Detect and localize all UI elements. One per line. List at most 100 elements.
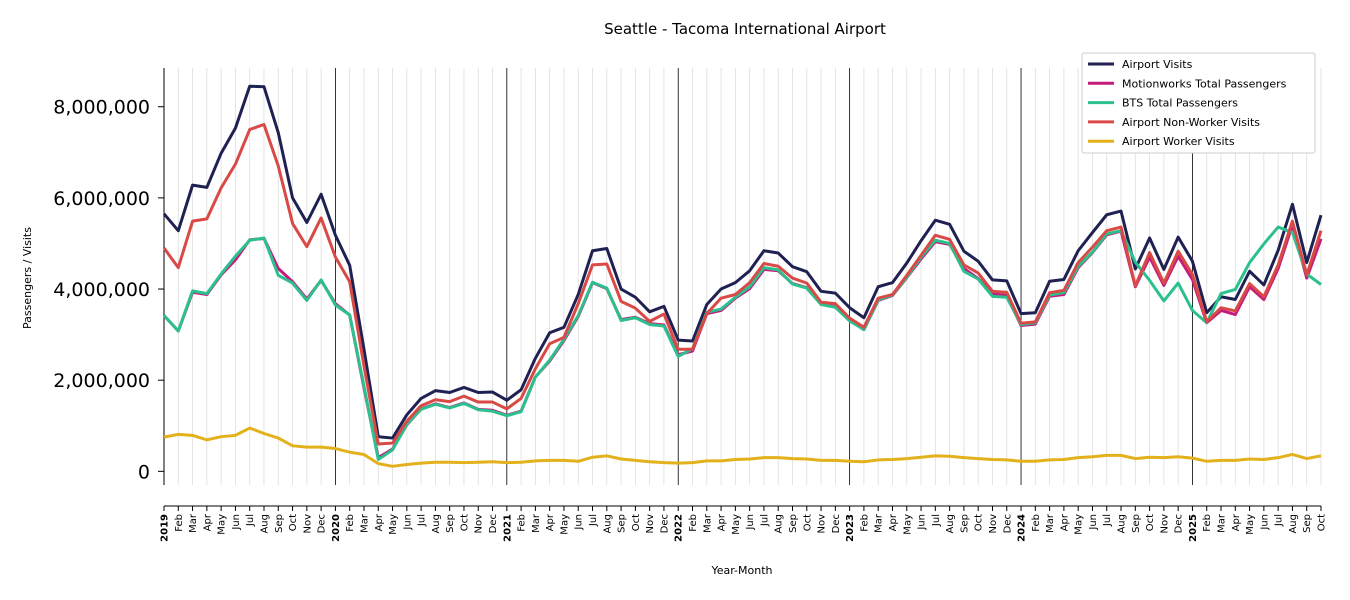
x-tick-label-month: Oct [1317, 514, 1328, 531]
x-tick-label-month: Aug [259, 514, 270, 534]
series-lines [162, 84, 1323, 468]
x-tick-label-month: Jun [1259, 514, 1270, 531]
x-tick-label-month: Jul [759, 514, 770, 527]
x-tick-label-month: Apr [1231, 513, 1242, 531]
x-tick-label-month: May [559, 514, 570, 535]
x-tick-label-month: Sep [1302, 514, 1313, 533]
x-tick-label-month: Sep [1131, 514, 1142, 533]
x-axis: 2019 Feb Mar Apr May Jun Jul Aug Sep Oct Nov Dec 202… [160, 505, 1328, 542]
x-tick-label-month: Dec [317, 514, 328, 533]
x-tick-label-year: 2025 [1188, 514, 1199, 542]
x-tick-label-month: Sep [274, 514, 285, 533]
x-tick-label-month: Jul [1274, 514, 1285, 527]
x-tick-label-year: 2020 [331, 514, 342, 542]
x-tick-label-month: Apr [717, 513, 728, 531]
x-tick-label-month: Feb [174, 514, 185, 532]
x-tick-label-month: Aug [774, 514, 785, 534]
x-tick-label-month: Apr [1059, 513, 1070, 531]
y-tick-label: 2,000,000 [53, 370, 150, 392]
x-tick-label-month: Aug [602, 514, 613, 534]
x-tick-label-month: Aug [1117, 514, 1128, 534]
x-tick-label-month: Dec [831, 514, 842, 533]
x-tick-label-year: 2022 [674, 514, 685, 542]
x-tick-label-month: Dec [659, 514, 670, 533]
x-tick-label-year: 2019 [160, 514, 171, 542]
x-tick-label-month: Feb [1031, 514, 1042, 532]
x-tick-label-month: Jul [588, 514, 599, 527]
x-tick-label-month: Sep [617, 514, 628, 533]
series-line-airport-visits [162, 84, 1323, 440]
x-tick-label-month: Dec [1174, 514, 1185, 533]
x-axis-label: Year-Month [710, 564, 772, 577]
legend-entry: Airport Worker Visits [1122, 135, 1235, 148]
x-tick-label-month: Apr [545, 513, 556, 531]
x-tick-label-month: Mar [702, 513, 713, 533]
y-tick-label: 8,000,000 [53, 97, 150, 119]
x-tick-label-month: Nov [1159, 514, 1170, 534]
x-tick-label-month: Nov [817, 514, 828, 534]
y-tick-label: 0 [138, 461, 150, 483]
x-tick-label-month: Oct [459, 514, 470, 531]
x-tick-label-month: Apr [202, 513, 213, 531]
x-tick-label-month: Jul [1102, 514, 1113, 527]
x-tick-label-month: Dec [1002, 514, 1013, 533]
x-tick-label-month: Oct [631, 514, 642, 531]
x-tick-label-month: Feb [345, 514, 356, 532]
x-tick-label-month: Jul [931, 514, 942, 527]
x-tick-label-month: Dec [488, 514, 499, 533]
x-tick-label-month: Jun [1088, 514, 1099, 531]
x-tick-label-month: Feb [688, 514, 699, 532]
x-tick-label-month: Nov [988, 514, 999, 534]
x-tick-label-month: Apr [888, 513, 899, 531]
x-tick-label-month: Mar [1217, 513, 1228, 533]
series-line-airport-worker-visits [163, 426, 1322, 468]
x-tick-label-month: May [731, 514, 742, 535]
x-tick-label-month: May [388, 514, 399, 535]
x-tick-label-month: May [1074, 514, 1085, 535]
x-tick-label-month: May [217, 514, 228, 535]
y-tick-label: 4,000,000 [53, 279, 150, 301]
x-tick-label-month: Aug [431, 514, 442, 534]
x-tick-label-month: Jun [745, 514, 756, 531]
x-tick-label-month: Nov [474, 514, 485, 534]
legend-entry: Airport Non-Worker Visits [1122, 116, 1260, 129]
series-line-bts-total-passengers [162, 225, 1322, 461]
legend-box [1081, 52, 1316, 154]
x-tick-label-month: Sep [959, 514, 970, 533]
legend-entry: BTS Total Passengers [1122, 97, 1238, 110]
x-tick-label-month: Mar [1045, 513, 1056, 533]
x-tick-label-month: May [1245, 514, 1256, 535]
series-line-airport-non-worker-visits [162, 123, 1323, 446]
x-tick-label-month: Aug [945, 514, 956, 534]
x-tick-label-month: Sep [445, 514, 456, 533]
x-tick-label-month: Mar [874, 513, 885, 533]
x-tick-label-month: Sep [788, 514, 799, 533]
chart-title: Seattle - Tacoma International Airport [604, 20, 886, 38]
y-axis: 0 2,000,000 4,000,000 6,000,000 8,000,000 [53, 68, 165, 485]
y-axis-label: Passengers / Visits [21, 227, 34, 329]
x-tick-label-month: Feb [1202, 514, 1213, 532]
x-tick-label-year: 2024 [1017, 514, 1028, 542]
x-tick-label-month: Feb [859, 514, 870, 532]
grid-lines [177, 68, 1322, 485]
x-tick-label-month: Jul [417, 514, 428, 527]
x-tick-label-month: Aug [1288, 514, 1299, 534]
x-tick-label-month: Jul [245, 514, 256, 527]
x-tick-label-month: Jun [402, 514, 413, 531]
x-tick-label-month: Apr [374, 513, 385, 531]
x-tick-label-month: Nov [645, 514, 656, 534]
x-tick-label-month: May [902, 514, 913, 535]
y-tick-label: 6,000,000 [53, 188, 150, 210]
x-tick-label-month: Oct [1145, 514, 1156, 531]
x-tick-label-month: Nov [302, 514, 313, 534]
x-tick-label-month: Mar [359, 513, 370, 533]
legend-entry: Airport Visits [1122, 58, 1193, 71]
x-tick-label-year: 2023 [845, 514, 856, 542]
legend-entry: Motionworks Total Passengers [1122, 77, 1287, 90]
x-tick-label-month: Jun [574, 514, 585, 531]
x-tick-label-month: Oct [974, 514, 985, 531]
x-tick-label-month: Oct [288, 514, 299, 531]
x-tick-label-year: 2021 [502, 514, 513, 542]
x-tick-label-month: Jun [917, 514, 928, 531]
